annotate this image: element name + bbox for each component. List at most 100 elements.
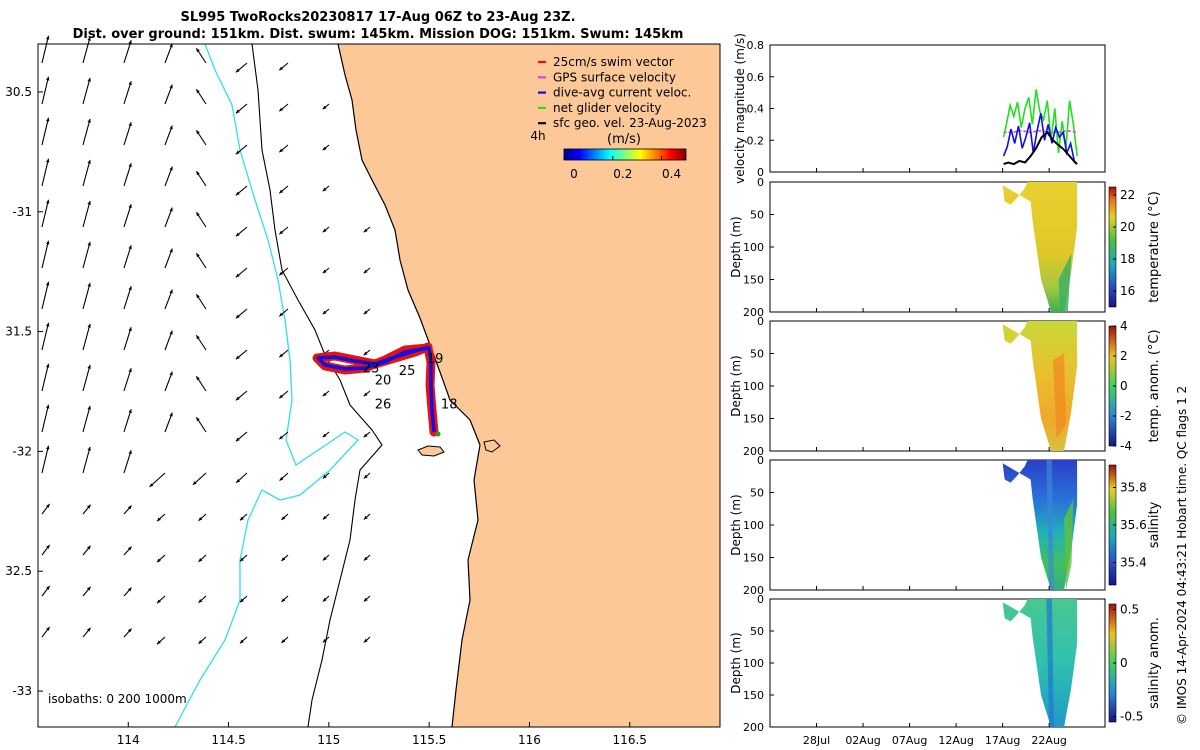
current-vector — [123, 245, 132, 269]
current-vector-head — [279, 66, 284, 71]
current-vector-head — [128, 409, 132, 414]
current-vector-head — [128, 163, 132, 168]
colorbar-tick-label: 0.2 — [613, 167, 632, 181]
current-vector-head — [87, 159, 91, 164]
salinity-colorbar-tick-label: 35.6 — [1120, 518, 1147, 532]
glider-position — [435, 431, 441, 437]
current-vector-head — [87, 364, 91, 369]
current-vector-head — [45, 76, 50, 81]
current-vector-head — [322, 638, 327, 643]
current-vector-head — [235, 109, 240, 114]
salinity-y-tick-label: 100 — [743, 519, 764, 532]
isobath-200m — [251, 44, 383, 727]
current-vector-head — [279, 394, 284, 399]
current-vector-head — [363, 310, 368, 315]
current-vector-head — [87, 36, 91, 41]
current-vector-head — [363, 392, 368, 397]
salinity_anom-section — [1002, 599, 1078, 727]
current-vector — [41, 117, 50, 146]
current-vector-head — [169, 248, 173, 253]
salinity_anom-y-tick-label: 150 — [743, 689, 764, 702]
current-vector-head — [45, 445, 50, 450]
current-vector-head — [363, 556, 368, 561]
current-vector-head — [86, 586, 91, 591]
colorbar-side-label: 4h — [530, 129, 545, 143]
current-vector-head — [322, 187, 327, 192]
temp_anom-colorbar-tick-label: 4 — [1120, 319, 1128, 333]
current-vector-head — [239, 598, 244, 603]
map-x-tick-label: 115.5 — [412, 733, 446, 747]
time-tick-label: 17Aug — [985, 734, 1020, 747]
current-vector — [41, 240, 50, 269]
velocity-series-dive_avg — [1002, 113, 1078, 165]
colorbar-unit: (m/s) — [607, 132, 641, 147]
current-vector-head — [128, 40, 132, 45]
salinity-section — [1002, 460, 1078, 590]
current-vector-head — [196, 376, 200, 381]
time-tick-label: 28Jul — [803, 734, 830, 747]
current-vector-head — [322, 515, 327, 520]
current-vector-head — [322, 228, 327, 233]
current-vector-head — [279, 353, 284, 358]
velocity-y-tick-label: 0.8 — [747, 39, 765, 52]
current-vector-head — [87, 323, 91, 328]
legend-entry: net glider velocity — [553, 101, 661, 115]
current-vector-head — [169, 371, 173, 376]
salinity_anom-y-tick-label: 50 — [750, 625, 764, 638]
current-vector-head — [235, 314, 240, 319]
current-vector-head — [198, 517, 203, 521]
glider-track — [312, 342, 441, 437]
temperature-y-tick-label: 200 — [743, 306, 764, 319]
map-frame — [37, 43, 721, 728]
time-axis: 28Jul 02Aug 07Aug 12Aug 17Aug 22Aug — [803, 734, 1067, 747]
current-vector — [41, 281, 50, 310]
current-vector-head — [46, 544, 50, 549]
current-vector-head — [157, 517, 161, 522]
current-vector-head — [279, 230, 284, 235]
imos-credit: © IMOS 14-Apr-2024 04:43:21 Hobart time.… — [1175, 386, 1189, 725]
map-colorbar: (m/s) 4h 0 0.2 0.4 — [530, 129, 687, 181]
temp_anom-y-tick-label: 150 — [743, 413, 764, 426]
salinity-y-tick-label: 0 — [757, 454, 764, 467]
velocity-series-geo — [1003, 130, 1078, 166]
current-vector-head — [157, 599, 161, 604]
current-vector-head — [87, 77, 91, 82]
current-vector-head — [169, 207, 173, 212]
current-vector-head — [235, 150, 240, 155]
current-vector-head — [127, 546, 132, 551]
salinity-colorbar-tick-label: 35.8 — [1120, 481, 1147, 495]
current-vector-head — [46, 585, 50, 590]
current-vector — [123, 327, 132, 351]
legend-entry: sfc geo. vel. 23-Aug-2023 — [553, 116, 707, 130]
salinity-anom-streak — [1046, 599, 1054, 727]
current-vector-head — [322, 269, 327, 274]
salinity-colorbar-tick-label: 35.4 — [1120, 556, 1147, 570]
current-vector-head — [198, 640, 203, 644]
temperature-colorbar-tick-label: 22 — [1120, 188, 1135, 202]
current-vector-head — [128, 286, 132, 291]
current-vector-head — [196, 212, 200, 217]
velocity-y-tick-label: 0.4 — [747, 103, 765, 116]
current-vector-head — [281, 598, 286, 602]
temp_anom-y-tick-label: 200 — [743, 445, 764, 458]
temp_anom-colorbar-tick-label: 0 — [1120, 379, 1128, 393]
current-vector-head — [128, 81, 132, 86]
current-vector-head — [87, 241, 91, 246]
salinity_anom-colorbar-tick-label: 0.5 — [1120, 602, 1139, 616]
current-vector-head — [196, 48, 200, 53]
temp_anom-y-tick-label: 0 — [757, 315, 764, 328]
legend-entry: GPS surface velocity — [553, 70, 676, 84]
current-vector-head — [157, 640, 161, 645]
map-y-tick-label: -31 — [12, 205, 32, 219]
current-vector-head — [363, 433, 368, 438]
colorbar-ticks: 0 0.2 0.4 — [563, 156, 681, 181]
salinity_anom-y-tick-label: 100 — [743, 657, 764, 670]
current-vector-head — [196, 89, 200, 94]
current-vector-head — [235, 396, 240, 401]
current-vector-head — [235, 437, 240, 442]
time-tick-label: 12Aug — [938, 734, 973, 747]
temperature-colorbar-tick-label: 16 — [1120, 284, 1135, 298]
